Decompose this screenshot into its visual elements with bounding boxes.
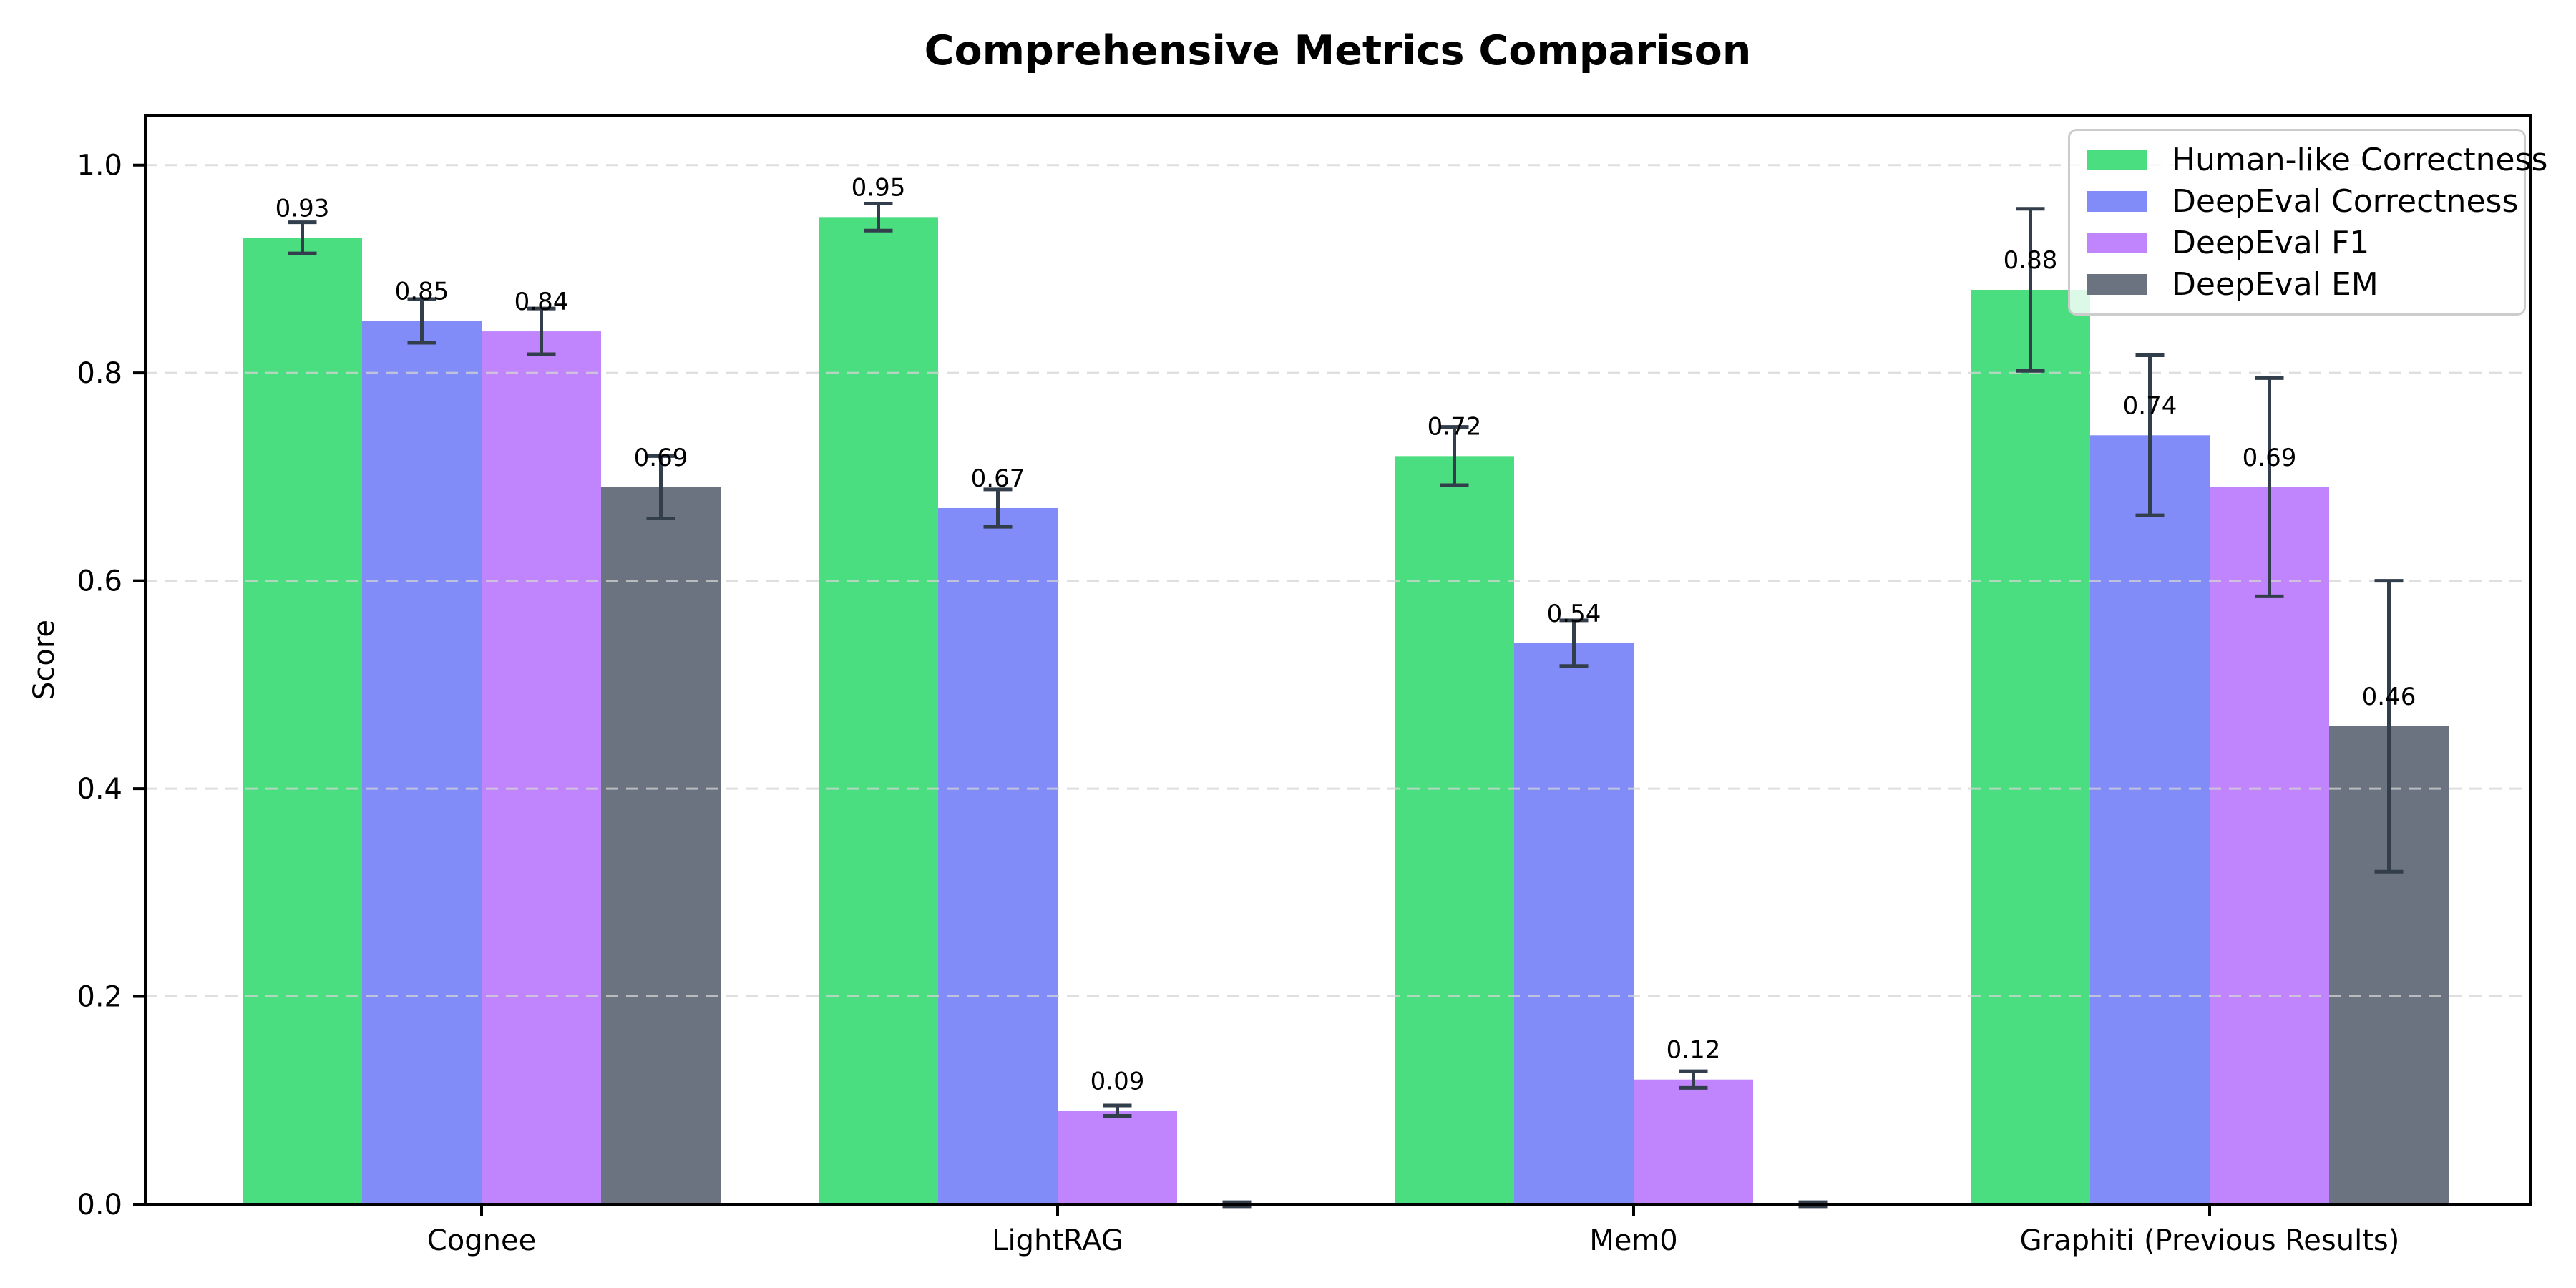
- legend-swatch: [2087, 233, 2147, 253]
- bar-value-label: 0.69: [634, 444, 688, 472]
- bar-value-label: 0.69: [2243, 444, 2297, 472]
- y-tick-label: 0.6: [77, 565, 122, 598]
- bar: [819, 217, 938, 1204]
- x-tick-label: LightRAG: [992, 1224, 1123, 1257]
- x-tick-label: Cognee: [427, 1224, 536, 1257]
- bar-value-label: 0.09: [1091, 1067, 1145, 1096]
- bar: [1514, 643, 1634, 1204]
- legend-label: DeepEval Correctness: [2172, 183, 2519, 220]
- bar-value-label: 0.46: [2362, 683, 2416, 711]
- bar: [601, 487, 721, 1204]
- x-tick-label: Graphiti (Previous Results): [2020, 1224, 2400, 1257]
- plot-border: [144, 114, 2532, 1206]
- legend-swatch: [2087, 150, 2147, 170]
- legend-label: DeepEval F1: [2172, 225, 2370, 261]
- legend: Human-like Correctness DeepEval Correctne…: [2068, 129, 2547, 316]
- legend-label: DeepEval EM: [2172, 266, 2379, 303]
- legend-label: Human-like Correctness: [2172, 142, 2548, 178]
- bar: [2210, 487, 2329, 1204]
- bar: [243, 238, 362, 1204]
- legend-item: DeepEval F1: [2087, 225, 2524, 261]
- bar: [362, 321, 482, 1204]
- bar-value-label: 0.74: [2123, 391, 2177, 420]
- y-tick-label: 0.0: [77, 1189, 122, 1221]
- y-tick-label: 0.8: [77, 357, 122, 390]
- bar-value-label: 0.95: [852, 173, 906, 202]
- bar: [482, 331, 601, 1205]
- y-tick-label: 0.4: [77, 773, 122, 806]
- legend-item: DeepEval EM: [2087, 266, 2524, 303]
- legend-item: DeepEval Correctness: [2087, 183, 2524, 220]
- y-tick-label: 1.0: [77, 150, 122, 182]
- y-tick-label: 0.2: [77, 981, 122, 1014]
- legend-swatch: [2087, 274, 2147, 295]
- x-tick-label: Mem0: [1589, 1224, 1678, 1257]
- legend-item: Human-like Correctness: [2087, 142, 2547, 178]
- chart-title: Comprehensive Metrics Comparison: [924, 27, 1752, 74]
- legend-swatch: [2087, 191, 2147, 212]
- bar: [1634, 1079, 1753, 1204]
- bar: [2090, 435, 2210, 1204]
- bar: [938, 507, 1058, 1204]
- bar-value-label: 0.84: [514, 288, 569, 316]
- bar-value-label: 0.67: [971, 464, 1025, 493]
- bar: [1058, 1111, 1177, 1204]
- bar-value-label: 0.88: [2004, 246, 2058, 275]
- bar-value-label: 0.54: [1547, 600, 1601, 628]
- bar: [1395, 456, 1514, 1205]
- bar-value-label: 0.12: [1667, 1036, 1721, 1065]
- bar-value-label: 0.93: [275, 194, 330, 223]
- bar: [1971, 289, 2090, 1204]
- bar-value-label: 0.72: [1428, 412, 1482, 441]
- bar-value-label: 0.85: [395, 278, 449, 306]
